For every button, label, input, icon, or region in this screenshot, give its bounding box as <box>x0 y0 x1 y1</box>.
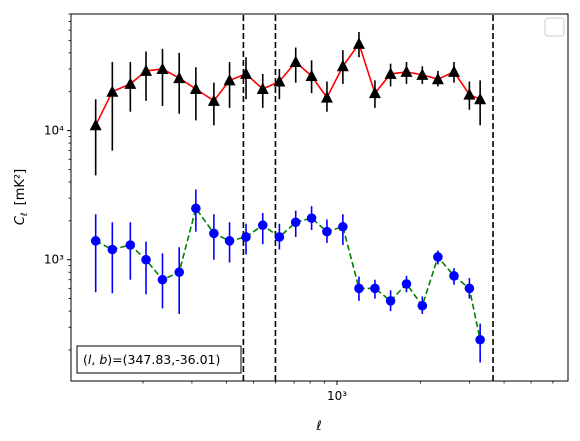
series-1-point-11 <box>274 232 285 242</box>
series-0-point-8 <box>223 73 236 86</box>
y-axis-subscript: ℓ <box>20 212 30 217</box>
plot-frame <box>70 13 569 382</box>
y-axis-label: Cℓ [mK²] <box>13 169 30 225</box>
series-0-point-11 <box>273 75 286 87</box>
series-1-point-16 <box>354 283 364 294</box>
series-0-point-21 <box>431 72 444 85</box>
series-1-point-24 <box>475 334 485 345</box>
y-tick-label-1: 10⁴ <box>44 124 64 138</box>
annotation-text: (l, b)=(347.83,-36.01) <box>83 352 220 367</box>
series-1 <box>90 189 485 363</box>
series-1-point-7 <box>209 228 219 239</box>
plot-area <box>71 14 568 381</box>
x-axis-label: ℓ <box>315 419 321 434</box>
series-1-point-12 <box>290 217 301 228</box>
series-0-point-20 <box>416 68 429 80</box>
series-1-point-19 <box>401 279 412 289</box>
series-0-point-7 <box>207 94 220 106</box>
series-0-point-2 <box>124 77 137 89</box>
annotation-box <box>76 345 242 374</box>
vertical-marker-lines <box>242 15 494 381</box>
series-0-point-4 <box>156 62 169 74</box>
series-1-point-0 <box>90 236 101 246</box>
y-tick-label-0: 10³ <box>44 253 64 267</box>
series-1-point-14 <box>322 226 332 237</box>
series-1-point-13 <box>306 213 317 223</box>
series-0-point-18 <box>384 67 397 79</box>
series-0-point-19 <box>400 65 413 77</box>
series-1-point-21 <box>433 252 443 262</box>
series-0-point-10 <box>256 82 269 95</box>
series-0-point-16 <box>352 37 365 49</box>
series-0-point-15 <box>336 59 349 72</box>
series-0-point-5 <box>173 71 186 84</box>
series-0-point-13 <box>305 69 318 81</box>
series-1-point-8 <box>224 236 235 246</box>
series-0-point-12 <box>289 55 302 67</box>
series-1-point-18 <box>385 296 396 306</box>
series-1-point-2 <box>125 240 136 250</box>
series-1-point-15 <box>338 221 348 232</box>
series-0-point-22 <box>447 65 460 77</box>
data-series-layer <box>89 32 487 363</box>
series-1-point-23 <box>464 283 475 294</box>
series-1-point-22 <box>449 271 459 281</box>
series-0-point-1 <box>106 85 119 97</box>
series-1-point-10 <box>257 220 268 231</box>
axis-ticks: 10³ 10³ 10⁴ <box>44 13 554 403</box>
series-1-point-17 <box>370 283 380 294</box>
series-1-point-5 <box>174 267 185 278</box>
series-0-point-6 <box>189 82 202 95</box>
series-0-point-23 <box>463 88 476 100</box>
legend-box <box>544 17 565 37</box>
series-0-point-3 <box>140 64 153 76</box>
series-1-point-1 <box>107 244 118 255</box>
series-0-point-0 <box>89 118 102 131</box>
series-1-point-4 <box>157 274 168 285</box>
y-axis-symbol: C <box>13 215 28 225</box>
series-1-point-9 <box>241 232 251 242</box>
x-tick-label-0: 10³ <box>327 389 347 403</box>
y-axis-unit: [mK²] <box>13 169 28 206</box>
series-0-point-17 <box>368 86 381 99</box>
series-0-point-24 <box>474 92 487 105</box>
series-0-point-9 <box>240 67 253 79</box>
series-1-point-6 <box>191 203 201 214</box>
series-0-point-14 <box>320 91 333 103</box>
series-1-point-3 <box>141 254 151 265</box>
series-0 <box>89 32 487 176</box>
series-1-point-20 <box>417 300 428 311</box>
